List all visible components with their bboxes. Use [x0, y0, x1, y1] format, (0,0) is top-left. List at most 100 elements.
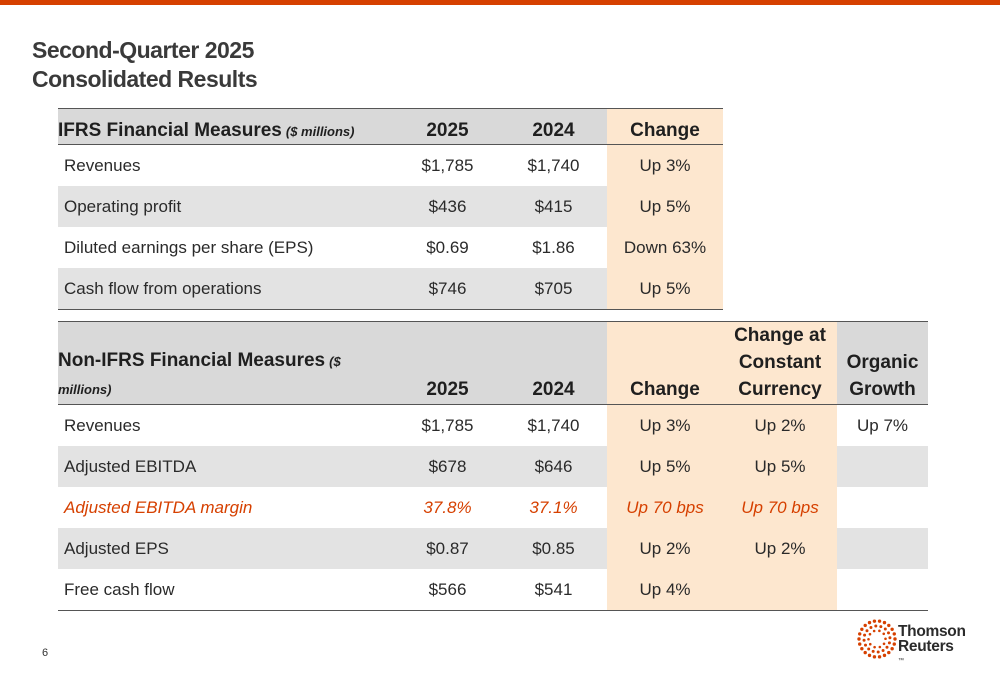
logo-dot [878, 629, 881, 633]
non-ifrs-title: Non-IFRS Financial Measures [58, 350, 326, 371]
value-change: Up 3% [607, 404, 723, 446]
logo-dot [860, 627, 864, 631]
row-label: Revenues [64, 415, 141, 435]
value-2025: $436 [395, 186, 500, 227]
logo-dot [877, 619, 882, 623]
value-2024: $541 [500, 569, 607, 611]
non-ifrs-title-cell: Non-IFRS Financial Measures ($ millions) [58, 321, 395, 405]
logo-dot [887, 641, 891, 645]
logo-dot [872, 619, 877, 623]
header-line: Currency [738, 379, 822, 400]
logo-dot [882, 642, 886, 646]
value-2025: $678 [395, 446, 500, 487]
value-organic [837, 528, 928, 569]
ifrs-title-cell: IFRS Financial Measures ($ millions) [58, 108, 395, 145]
header-line: Change at [734, 325, 826, 346]
logo-dot [878, 645, 882, 649]
logo-dot [884, 637, 887, 641]
logo-dot [868, 642, 872, 646]
logo-dot [876, 650, 880, 654]
logo-dot [867, 620, 872, 625]
logo-dot [879, 625, 883, 629]
logo-dot [892, 632, 896, 636]
row-label: Adjusted EPS [58, 528, 395, 569]
value-constant-currency: Up 2% [723, 404, 837, 446]
row-label: Operating profit [58, 186, 395, 227]
value-2025: 37.8% [423, 497, 472, 517]
value-constant-currency: Up 2% [723, 528, 837, 569]
title-line-1: Second-Quarter 2025 [32, 37, 254, 63]
logo-dot [892, 642, 896, 646]
trademark-symbol: ™ [898, 658, 904, 664]
logo-dot [863, 633, 867, 637]
logo-dot [867, 653, 872, 658]
logo-dot [872, 629, 876, 633]
row-label: Cash flow from operations [58, 268, 395, 310]
logo-dot [874, 624, 878, 628]
ifrs-col-2025: 2025 [395, 108, 500, 145]
logo-dot [872, 655, 877, 659]
logo-dot [873, 645, 876, 649]
value-change: Up 2% [607, 528, 723, 569]
ifrs-table: IFRS Financial Measures ($ millions) 2025… [58, 108, 723, 310]
value-organic [837, 487, 928, 528]
table-row: Cash flow from operations $746 $705 Up 5… [58, 268, 723, 310]
table-row: Adjusted EBITDA $678 $646 Up 5% Up 5% [58, 446, 928, 487]
table-row-highlighted: Adjusted EBITDA margin 37.8% 37.1% Up 70… [58, 487, 928, 528]
value-2025: $0.87 [395, 528, 500, 569]
logo-wordmark: Thomson Reuters ™ [898, 624, 966, 669]
value-2025: $0.69 [426, 237, 469, 257]
logo-dot [857, 637, 861, 641]
top-accent-bar [0, 0, 1000, 5]
ifrs-col-change: Change [607, 108, 723, 145]
non-ifrs-col-2024: 2024 [500, 321, 607, 405]
header-line: Constant [738, 352, 822, 373]
value-organic [837, 569, 928, 611]
value-2025: $566 [395, 569, 500, 611]
dotted-circle-logo-icon [857, 619, 897, 659]
logo-dot [867, 637, 870, 641]
value-organic [837, 446, 928, 487]
logo-dot [893, 637, 897, 641]
logo-dot [882, 632, 886, 636]
logo-dot [862, 638, 866, 642]
row-label: Adjusted EBITDA [58, 446, 395, 487]
value-2025: $746 [395, 268, 500, 310]
non-ifrs-table: Non-IFRS Financial Measures ($ millions) … [58, 321, 928, 611]
logo-dot [865, 629, 869, 633]
logo-dot [867, 647, 871, 651]
ifrs-title: IFRS Financial Measures [58, 120, 282, 141]
row-label: Revenues [64, 155, 141, 175]
logo-dot [882, 653, 887, 658]
logo-dot [863, 650, 867, 655]
title-line-2: Consolidated Results [32, 66, 258, 92]
value-constant-currency: Up 5% [723, 446, 837, 487]
value-change: Up 4% [607, 569, 723, 611]
non-ifrs-col-organic-growth: Organic Growth [837, 321, 928, 405]
logo-dot [882, 620, 887, 625]
logo-dot [887, 650, 891, 655]
logo-dot [890, 647, 894, 651]
value-constant-currency: Up 70 bps [723, 487, 837, 528]
logo-dot [887, 623, 891, 628]
row-label: Adjusted EBITDA margin [64, 497, 253, 517]
value-2024: $1.86 [532, 237, 575, 257]
logo-dot [887, 631, 890, 635]
value-2024: $415 [500, 186, 607, 227]
ifrs-units: ($ millions) [285, 124, 355, 139]
non-ifrs-header-row: Non-IFRS Financial Measures ($ millions) … [58, 321, 928, 405]
value-change: Up 3% [607, 144, 723, 186]
logo-dot [871, 649, 875, 653]
non-ifrs-col-change: Change [607, 321, 723, 405]
value-change: Up 70 bps [607, 487, 723, 528]
logo-dot [869, 626, 873, 629]
value-change: Up 5% [607, 268, 723, 310]
header-line: Growth [849, 379, 916, 400]
value-change: Down 63% [607, 227, 723, 268]
value-2024: $705 [500, 268, 607, 310]
logo-dot [863, 623, 867, 628]
table-row: Revenues $1,785 $1,740 Up 3% Up 2% Up 7% [58, 404, 928, 446]
value-constant-currency [723, 569, 837, 611]
logo-dot [888, 636, 892, 640]
row-label: Diluted earnings per share (EPS) [64, 237, 314, 257]
